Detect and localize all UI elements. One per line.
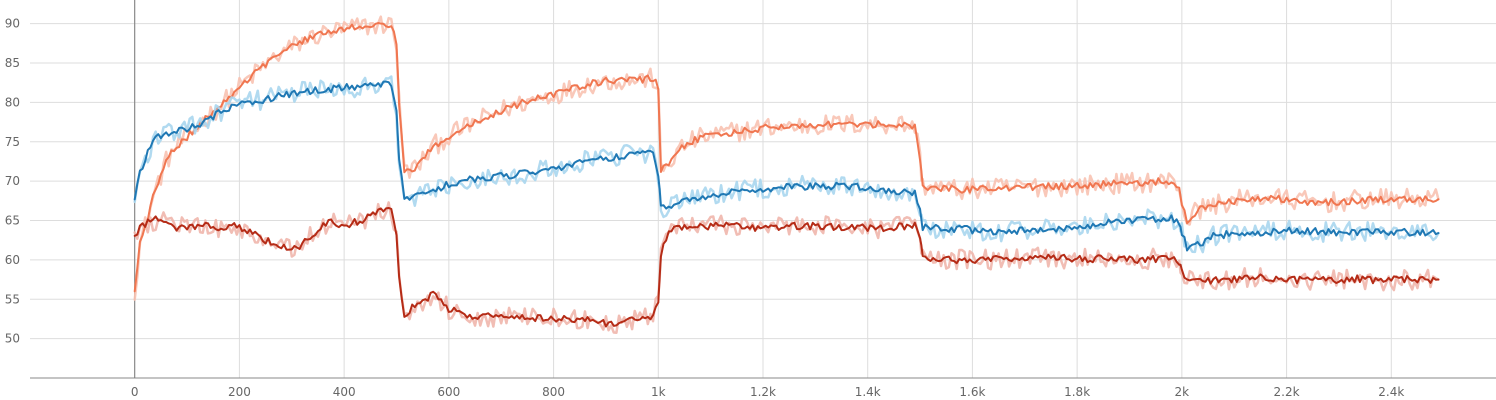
y-tick-label: 90 <box>5 17 20 31</box>
x-tick-label: 1.8k <box>1064 385 1090 399</box>
series-group <box>133 15 1440 335</box>
grid-lines <box>30 0 1496 378</box>
x-tick-label: 1k <box>651 385 666 399</box>
series-line <box>133 22 1440 293</box>
y-tick-label: 85 <box>5 56 20 70</box>
series-line <box>133 206 1440 328</box>
series-raw-line <box>133 201 1440 335</box>
x-tick-label: 1.4k <box>855 385 881 399</box>
series-raw-line <box>133 15 1440 301</box>
x-tick-label: 2k <box>1175 385 1190 399</box>
y-tick-label: 80 <box>5 95 20 109</box>
x-tick-label: 0 <box>131 385 139 399</box>
x-tick-label: 400 <box>333 385 356 399</box>
series-line <box>133 80 1440 252</box>
series-raw-line <box>133 75 1440 254</box>
y-tick-label: 50 <box>5 332 20 346</box>
x-tick-label: 800 <box>542 385 565 399</box>
tick-labels: 50 55 60 65 70 75 80 85 90 0 200 400 600 800 1k 1.2k 1.4… <box>5 17 1405 399</box>
x-tick-label: 600 <box>437 385 460 399</box>
x-tick-label: 1.6k <box>959 385 985 399</box>
y-tick-label: 65 <box>5 214 20 228</box>
y-tick-label: 75 <box>5 135 20 149</box>
x-tick-label: 2.2k <box>1274 385 1300 399</box>
x-tick-label: 2.4k <box>1378 385 1404 399</box>
y-tick-label: 70 <box>5 174 20 188</box>
x-tick-label: 1.2k <box>750 385 776 399</box>
y-tick-label: 55 <box>5 292 20 306</box>
x-tick-label: 200 <box>228 385 251 399</box>
y-tick-label: 60 <box>5 253 20 267</box>
